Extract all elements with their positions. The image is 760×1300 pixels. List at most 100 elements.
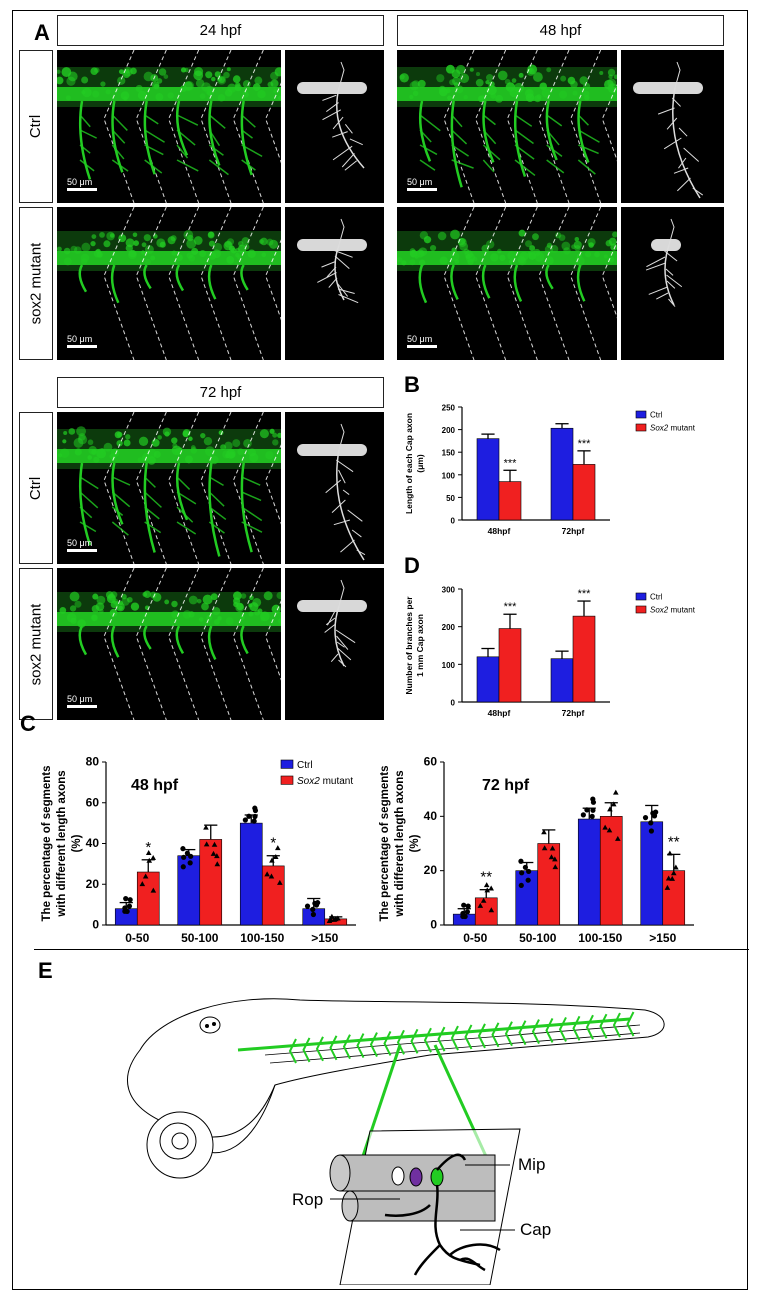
data-point-mutant: [665, 875, 672, 881]
neuron-soma: [91, 234, 97, 240]
neuron-soma: [469, 67, 474, 72]
somite-boundary: [103, 50, 135, 203]
axon-branch: [79, 476, 99, 490]
data-point-ctrl: [184, 850, 190, 856]
neuron-soma: [272, 439, 279, 446]
traced-branch: [663, 137, 682, 150]
cap-axon: [545, 264, 554, 290]
neuron-soma: [69, 605, 77, 612]
spinal-cord-model: [297, 82, 367, 94]
neuron-soma: [235, 247, 240, 253]
label-cap: Cap: [520, 1220, 551, 1239]
neuron-soma: [233, 601, 239, 608]
data-point-ctrl: [246, 813, 252, 819]
neuron-soma: [599, 71, 604, 76]
neuron-soma: [272, 432, 278, 438]
traced-dorsal-process: [338, 579, 345, 607]
neuron-soma: [130, 602, 140, 611]
data-point-mutant: [150, 887, 157, 893]
data-point-mutant: [150, 855, 156, 861]
somite: [396, 1029, 405, 1055]
scale-bar-label: 50 μm: [67, 177, 93, 187]
data-point-ctrl: [180, 864, 186, 870]
spinal-cord-end-lower: [341, 1190, 359, 1222]
data-point-ctrl: [465, 903, 471, 909]
axon-trace-mutant-72hpf: [285, 568, 384, 720]
neuron-white: [391, 1166, 405, 1186]
traced-branch: [356, 549, 366, 556]
neuron-soma: [188, 611, 195, 618]
scale-bar-label: 50 μm: [67, 538, 93, 548]
cap-axon: [175, 625, 185, 655]
somite-boundary: [168, 50, 200, 203]
neuron-soma: [137, 457, 144, 463]
neuron-soma: [248, 448, 257, 457]
data-point-ctrl: [522, 864, 528, 870]
data-point-mutant: [146, 857, 153, 863]
neuron-soma: [608, 237, 617, 246]
axon-branch: [578, 144, 599, 155]
neuron-soma: [242, 80, 251, 88]
data-point-mutant: [552, 864, 559, 870]
neuron-soma: [412, 90, 419, 97]
neuron-soma: [74, 448, 82, 456]
traced-axon: [664, 244, 675, 306]
neuron-soma: [167, 92, 174, 99]
traced-branch: [332, 145, 353, 161]
neuron-soma: [80, 258, 88, 265]
y-tick-label: 80: [86, 755, 100, 769]
micrograph-ctrl-24hpf: 50 μm: [57, 50, 281, 203]
neuron-soma: [584, 251, 592, 258]
neuron-soma: [481, 244, 490, 253]
data-point-mutant: [269, 857, 275, 863]
somite-boundary: [135, 50, 167, 203]
neuron-soma: [118, 69, 124, 75]
neuron-soma: [277, 432, 281, 439]
neuron-soma: [561, 241, 571, 251]
traced-branch: [334, 255, 350, 269]
cap-axon: [207, 625, 217, 661]
neuron-soma: [220, 444, 227, 451]
axon-branch: [79, 129, 97, 139]
traced-branch: [347, 509, 363, 522]
bar-ctrl: [476, 656, 500, 703]
neuron-soma: [276, 591, 281, 600]
axon-branch: [482, 114, 496, 126]
neuron-soma: [96, 595, 106, 605]
neuron-soma: [238, 240, 244, 247]
neuron-soma: [546, 67, 552, 73]
y-axis-label: (%): [71, 834, 83, 852]
neuron-soma: [193, 70, 204, 81]
neuron-soma: [171, 250, 177, 256]
legend-swatch-mutant: [635, 423, 647, 432]
timepoint-label-72: 72 hpf: [57, 377, 384, 408]
traced-branch: [337, 288, 355, 294]
scale-bar: 50 μm: [67, 694, 97, 708]
neuron-soma: [397, 256, 403, 263]
axon-branch: [241, 521, 263, 533]
axon-branch: [111, 491, 131, 508]
data-point-ctrl: [304, 903, 311, 909]
neuron-soma: [59, 607, 67, 614]
neuron-soma: [93, 456, 100, 463]
axon-branch: [241, 144, 263, 158]
neuron-soma: [158, 68, 167, 76]
neuron-soma: [57, 246, 62, 252]
panel-letter-e: E: [38, 958, 53, 983]
neuron-soma: [259, 239, 264, 244]
axon-branch: [546, 114, 563, 127]
axon-branch: [79, 144, 91, 154]
neuron-soma: [401, 260, 407, 266]
traced-branch: [322, 109, 342, 121]
neuron-soma: [576, 253, 582, 259]
traced-branch: [324, 623, 336, 633]
chart-b-axon-length: 0 50 100 150 200 250 Length of each Cap axon (μ…: [404, 404, 696, 537]
data-point-ctrl: [252, 813, 258, 820]
traced-branch: [338, 294, 359, 304]
neuron-soma: [573, 240, 582, 249]
neuron-soma: [247, 249, 256, 258]
scale-bar: 50 μm: [407, 177, 437, 191]
row-label-mutant-72: sox2 mutant: [19, 568, 53, 720]
somite: [464, 1024, 473, 1050]
neuron-soma: [69, 591, 80, 602]
